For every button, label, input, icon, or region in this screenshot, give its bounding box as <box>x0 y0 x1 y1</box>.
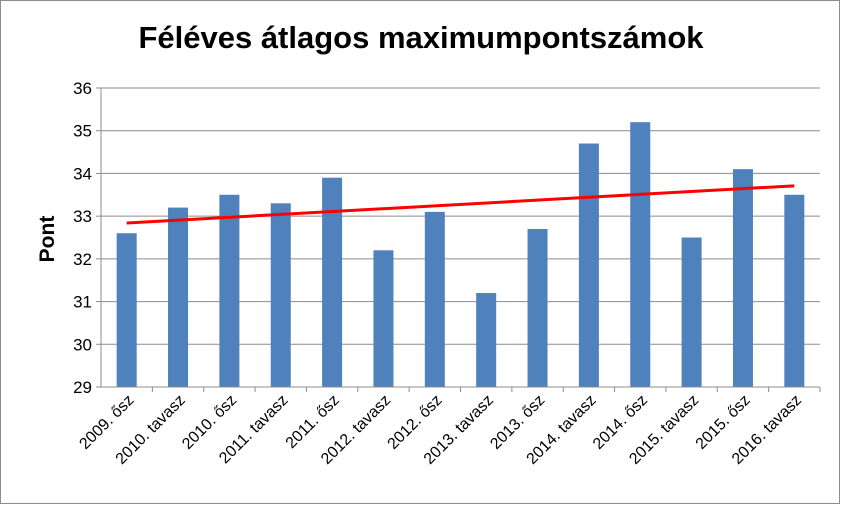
bar <box>168 207 189 387</box>
bar <box>784 194 805 387</box>
y-tick-label: 30 <box>73 335 92 354</box>
bar <box>527 228 548 387</box>
y-tick-label: 29 <box>73 378 92 397</box>
bar <box>630 122 651 388</box>
bar <box>270 203 291 387</box>
bar <box>322 177 343 387</box>
bar <box>373 250 394 387</box>
bars <box>116 122 805 388</box>
bar <box>219 194 240 387</box>
y-tick-label: 36 <box>73 79 92 98</box>
y-tick-label: 31 <box>73 293 92 312</box>
y-tick-label: 34 <box>73 164 92 183</box>
bar <box>578 143 599 387</box>
y-tick-label: 35 <box>73 122 92 141</box>
trendline-group <box>126 184 795 225</box>
axes <box>96 87 821 392</box>
bar <box>681 237 702 387</box>
bar <box>732 169 753 387</box>
bar <box>476 293 497 387</box>
y-tick-label: 33 <box>73 207 92 226</box>
chart-title: Féléves átlagos maximumpontszámok <box>138 20 704 55</box>
bar <box>116 233 137 387</box>
y-tick-label: 32 <box>73 250 92 269</box>
grid-lines <box>101 87 820 388</box>
bar <box>424 211 445 387</box>
y-axis-label: Pont <box>36 216 59 263</box>
y-tick-labels: 29 30 31 32 33 34 35 36 <box>73 79 92 397</box>
trendline <box>126 184 795 225</box>
